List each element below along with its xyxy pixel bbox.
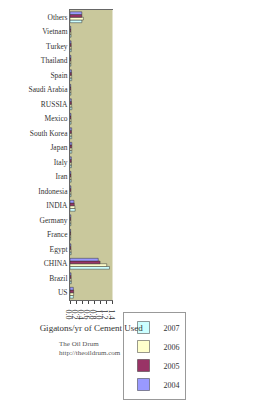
svg-text:Italy: Italy — [54, 158, 68, 167]
svg-text:2004: 2004 — [164, 381, 180, 390]
svg-text:0.2: 0.2 — [70, 310, 79, 320]
svg-text:0.4: 0.4 — [76, 310, 85, 320]
svg-text:Iran: Iran — [55, 172, 67, 181]
svg-text:Egypt: Egypt — [50, 245, 69, 254]
svg-text:Brazil: Brazil — [49, 274, 67, 283]
svg-text:Others: Others — [48, 13, 68, 22]
svg-text:The Oil Drumhttp://theoildrum.: The Oil Drumhttp://theoildrum.com — [59, 340, 121, 357]
svg-text:1.0: 1.0 — [94, 310, 103, 320]
svg-text:Japan: Japan — [50, 143, 67, 152]
svg-text:Vietnam: Vietnam — [42, 27, 68, 36]
svg-text:2006: 2006 — [164, 343, 180, 352]
svg-text:Saudi Arabia: Saudi Arabia — [29, 85, 69, 94]
svg-text:1.2: 1.2 — [100, 310, 109, 320]
svg-text:Mexico: Mexico — [45, 114, 68, 123]
svg-text:Thailand: Thailand — [41, 56, 68, 65]
svg-text:2007: 2007 — [164, 324, 180, 333]
svg-text:Spain: Spain — [50, 71, 67, 80]
svg-text:RUSSIA: RUSSIA — [41, 100, 68, 109]
svg-text:US: US — [58, 288, 68, 297]
svg-text:Germany: Germany — [40, 216, 68, 225]
svg-text:Gigatons/yr of Cement Used: Gigatons/yr of Cement Used — [40, 323, 144, 333]
svg-text:2005: 2005 — [164, 362, 180, 371]
svg-text:0.0: 0.0 — [64, 310, 73, 320]
svg-text:INDIA: INDIA — [46, 201, 68, 210]
svg-text:0.6: 0.6 — [82, 310, 91, 320]
svg-text:Indonesia: Indonesia — [38, 187, 68, 196]
svg-text:CHINA: CHINA — [44, 259, 68, 268]
svg-text:0.8: 0.8 — [88, 310, 97, 320]
svg-text:South Korea: South Korea — [30, 129, 68, 138]
svg-text:Turkey: Turkey — [46, 42, 68, 51]
svg-text:France: France — [47, 230, 68, 239]
svg-text:1.4: 1.4 — [107, 310, 116, 320]
